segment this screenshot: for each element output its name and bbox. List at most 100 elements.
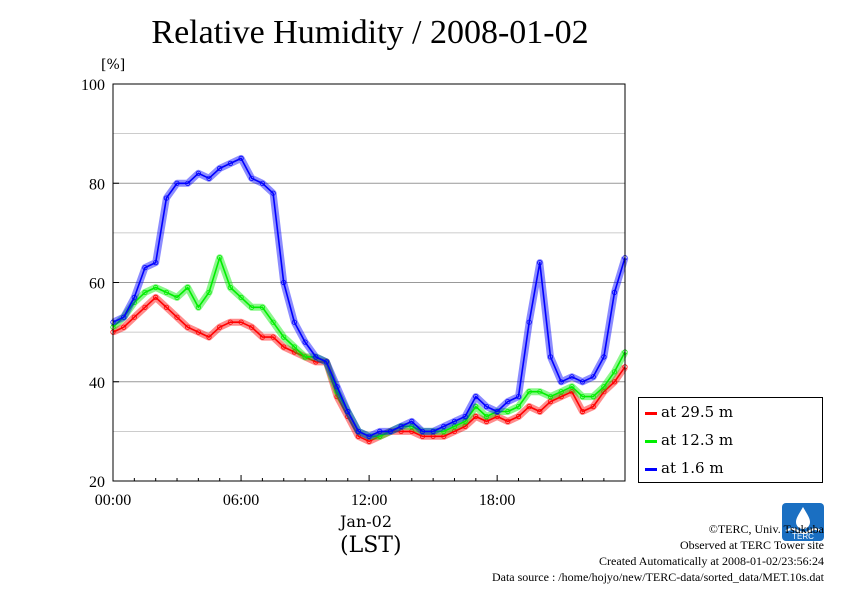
data-point [142, 304, 148, 310]
data-point [185, 284, 191, 291]
credit-created: Created Automatically at 2008-01-02/23:5… [599, 554, 824, 568]
data-point [291, 344, 297, 350]
data-point [259, 180, 265, 186]
data-point [590, 374, 596, 380]
data-point [291, 319, 297, 325]
data-point [547, 354, 554, 360]
data-point [409, 428, 415, 434]
series-at-1-6-m [110, 154, 629, 440]
data-point [163, 304, 169, 310]
data-point [579, 379, 586, 385]
data-point [121, 314, 127, 320]
data-point [569, 374, 575, 380]
credits-block: ©TERC, Univ. Tsukuba Observed at TERC To… [492, 521, 824, 585]
data-point [355, 433, 361, 439]
data-point [483, 403, 490, 410]
data-point [451, 418, 458, 424]
data-point [462, 418, 468, 424]
data-point [366, 433, 372, 439]
y-tick-label: 40 [89, 375, 105, 392]
data-point [547, 398, 554, 405]
data-point [473, 403, 479, 410]
data-point [526, 319, 532, 325]
legend-swatch-red [645, 411, 657, 415]
data-point [163, 195, 169, 201]
data-point [590, 403, 596, 410]
data-point [345, 408, 351, 415]
data-point [185, 324, 191, 330]
legend: at 29.5 m at 12.3 m at 1.6 m [638, 397, 823, 483]
legend-label: at 12.3 m [661, 431, 734, 449]
data-point [526, 403, 532, 410]
x-tick-label: 12:00 [351, 492, 387, 509]
data-point [409, 418, 415, 424]
data-point [174, 314, 180, 320]
data-point [473, 393, 479, 400]
data-point [334, 384, 340, 390]
data-point [409, 423, 415, 429]
data-point [270, 334, 276, 340]
chart-title: Relative Humidity / 2008-01-02 [151, 14, 589, 51]
data-point [174, 294, 180, 300]
data-point [611, 379, 618, 385]
legend-label: at 29.5 m [661, 403, 734, 421]
data-point [249, 304, 255, 310]
data-point [153, 284, 159, 291]
terc-logo: TERC [782, 503, 824, 541]
data-point [206, 175, 212, 181]
data-point [515, 413, 522, 420]
series-layer [110, 154, 629, 445]
data-point [377, 433, 383, 439]
y-tick-label: 20 [89, 474, 105, 491]
data-point [558, 379, 564, 385]
data-point [131, 314, 137, 320]
data-point [569, 389, 575, 395]
data-point [611, 369, 618, 375]
x-date-label: Jan-02 [340, 512, 393, 531]
data-point [163, 289, 169, 295]
data-point [441, 428, 447, 434]
data-point [238, 294, 244, 300]
data-point [441, 423, 447, 429]
data-point [142, 289, 148, 295]
data-point [515, 393, 522, 400]
data-point [313, 359, 319, 365]
data-point [398, 428, 404, 434]
legend-item-1-6m: at 1.6 m [645, 458, 724, 478]
data-point [526, 389, 532, 395]
data-point [281, 334, 287, 340]
data-point [249, 324, 255, 330]
data-point [398, 423, 404, 429]
data-point [302, 354, 308, 360]
data-point [142, 264, 148, 271]
y-axis-unit: [%] [101, 57, 126, 73]
legend-label: at 1.6 m [661, 459, 724, 477]
data-point [355, 428, 361, 434]
data-point [387, 428, 393, 434]
x-tick-label: 18:00 [479, 492, 515, 509]
data-point [473, 413, 479, 420]
logo-text: TERC [792, 532, 814, 541]
data-point [579, 393, 586, 400]
data-point [451, 423, 458, 429]
data-point [227, 319, 233, 325]
data-point [366, 438, 372, 444]
credit-copyright: ©TERC, Univ. Tsukuba [708, 522, 824, 536]
data-point [131, 294, 137, 300]
credit-source: Data source : /home/hojyo/new/TERC-data/… [491, 570, 824, 584]
data-point [419, 428, 426, 434]
data-point [590, 393, 596, 400]
y-tick-label: 60 [89, 276, 105, 293]
data-point [558, 389, 564, 395]
data-point [270, 319, 276, 325]
data-point [217, 165, 223, 171]
data-point [505, 408, 511, 415]
series-line [112, 296, 626, 443]
data-point [206, 289, 212, 295]
data-point [430, 428, 436, 434]
data-point [537, 389, 543, 395]
credit-observed: Observed at TERC Tower site [679, 538, 824, 552]
data-point [270, 190, 276, 196]
data-point [174, 180, 180, 186]
legend-swatch-blue [645, 467, 657, 471]
